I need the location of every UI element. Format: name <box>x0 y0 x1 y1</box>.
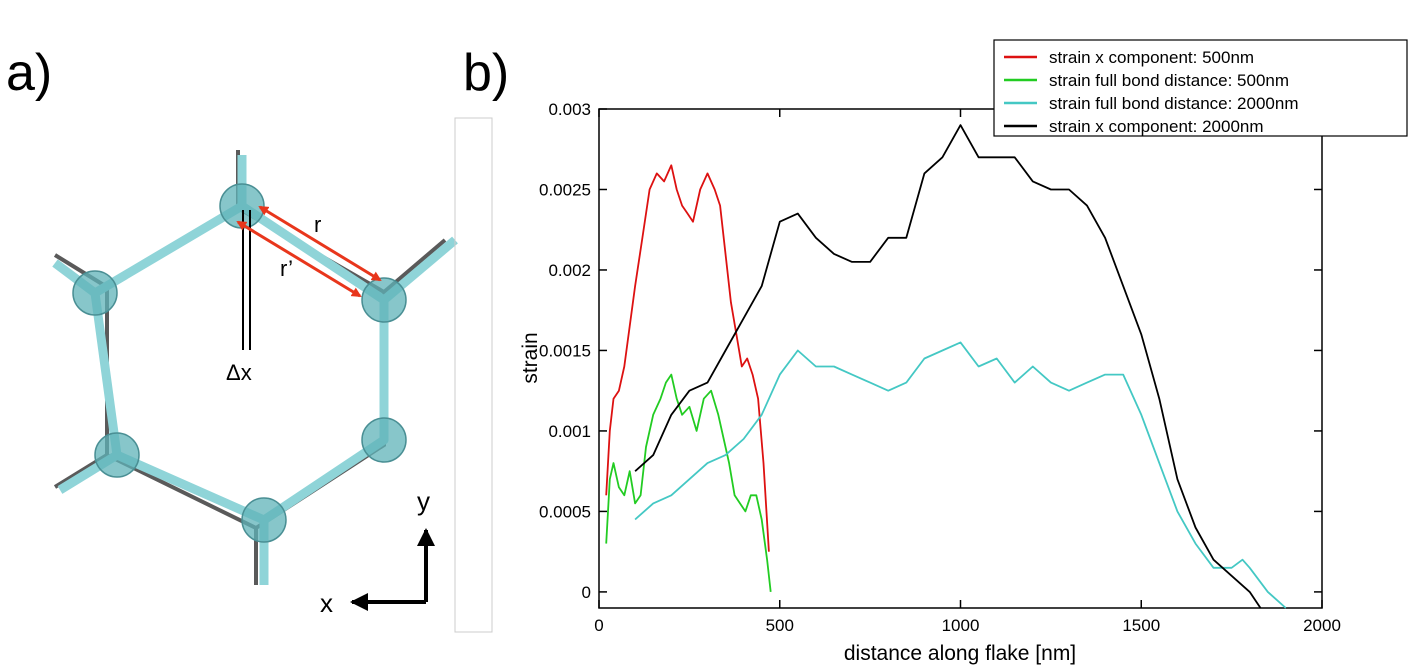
atom <box>72 270 118 316</box>
atom <box>361 417 407 463</box>
y-tick-label: 0 <box>582 583 591 602</box>
atom <box>361 277 407 323</box>
x-tick-label: 500 <box>766 616 794 635</box>
y-axis-label: y <box>417 486 430 516</box>
legend-entry-label: strain x component: 2000nm <box>1049 117 1264 136</box>
bond-r-prime-label: r’ <box>280 256 293 281</box>
x-tick-label: 0 <box>594 616 603 635</box>
panel-a-label: a) <box>6 44 52 102</box>
x-tick-label: 1500 <box>1122 616 1160 635</box>
y-axis-title: strain <box>519 332 542 383</box>
graphene-hexagon-diagram: Δx r r’ y x <box>52 150 458 618</box>
legend: strain x component: 500nm strain full bon… <box>993 39 1408 137</box>
y-tick-label: 0.003 <box>548 100 591 119</box>
plot-area <box>598 108 1323 609</box>
atom <box>94 432 140 478</box>
series-line-3 <box>634 341 1287 609</box>
y-tick-label: 0.0025 <box>539 180 591 199</box>
atom <box>241 497 287 543</box>
panel-b-label: b) <box>463 44 509 102</box>
y-tick-label: 0.001 <box>548 422 591 441</box>
x-axis-ticks: 0 500 1000 1500 2000 <box>594 109 1341 635</box>
y-tick-label: 0.0005 <box>539 502 591 521</box>
series-line-1 <box>605 164 770 552</box>
x-axis-title: distance along flake [nm] <box>844 642 1076 665</box>
series-line-4 <box>634 124 1262 609</box>
y-tick-label: 0.002 <box>548 261 591 280</box>
atoms <box>72 183 407 543</box>
bond-r-label: r <box>314 212 321 237</box>
x-tick-label: 2000 <box>1303 616 1341 635</box>
strain-chart: 0 500 1000 1500 2000 0 0.0005 0.001 0.0015 0.002… <box>519 39 1408 665</box>
series-lines <box>605 124 1287 609</box>
legend-entry-label: strain full bond distance: 500nm <box>1049 71 1289 90</box>
panel-divider <box>454 117 493 633</box>
series-line-2 <box>605 373 772 593</box>
legend-entry-label: strain x component: 500nm <box>1049 48 1254 67</box>
x-axis-label: x <box>320 588 333 618</box>
y-axis-ticks: 0 0.0005 0.001 0.0015 0.002 0.0025 0.003 <box>539 100 1322 602</box>
bond-r-prime-arrow <box>236 220 362 298</box>
legend-entry-label: strain full bond distance: 2000nm <box>1049 94 1299 113</box>
legend-box <box>993 39 1408 137</box>
x-tick-label: 1000 <box>942 616 980 635</box>
delta-x-label: Δx <box>226 360 252 385</box>
y-tick-label: 0.0015 <box>539 341 591 360</box>
